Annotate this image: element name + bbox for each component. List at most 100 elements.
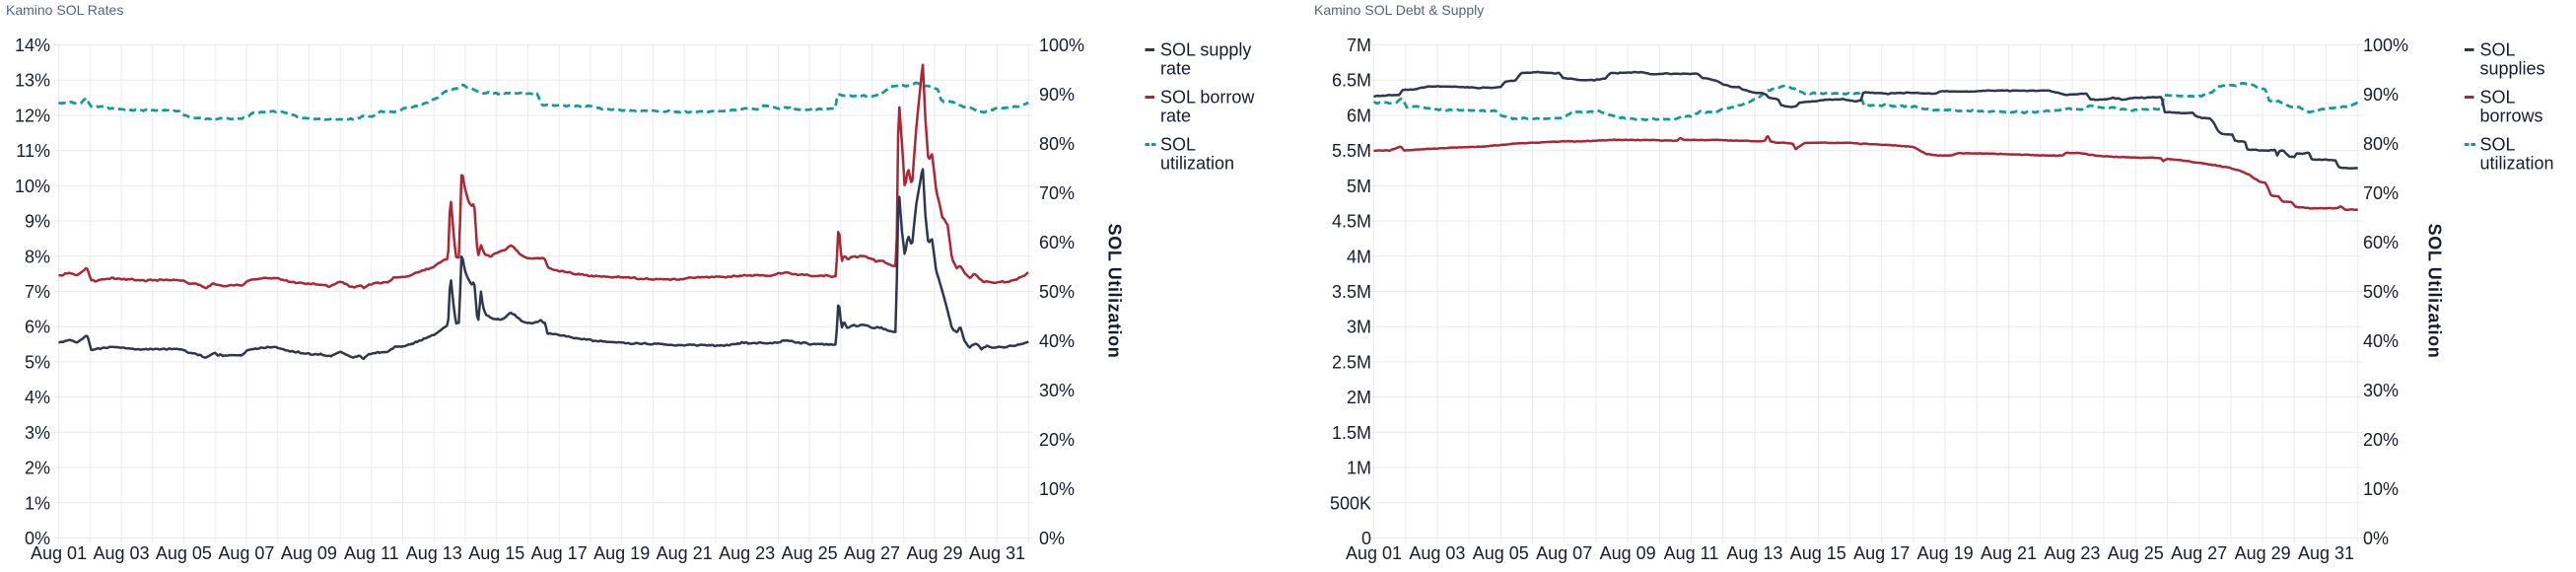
svg-text:Aug 03: Aug 03: [1409, 543, 1465, 563]
svg-text:5%: 5%: [25, 352, 50, 372]
svg-text:50%: 50%: [2363, 282, 2399, 302]
svg-text:utilization: utilization: [2480, 154, 2554, 174]
svg-text:50%: 50%: [1039, 282, 1075, 302]
svg-text:SOL: SOL: [2480, 135, 2516, 155]
svg-text:Aug 17: Aug 17: [531, 543, 588, 563]
svg-text:Aug 23: Aug 23: [2044, 543, 2100, 563]
svg-text:90%: 90%: [2363, 85, 2399, 105]
svg-text:11%: 11%: [16, 141, 50, 161]
svg-text:0%: 0%: [2363, 529, 2389, 548]
svg-text:Aug 25: Aug 25: [2108, 543, 2164, 563]
svg-text:0%: 0%: [25, 529, 50, 548]
svg-text:2.5M: 2.5M: [1332, 352, 1371, 372]
svg-text:100%: 100%: [1039, 36, 1084, 55]
svg-text:60%: 60%: [1039, 233, 1075, 252]
svg-text:Aug 27: Aug 27: [844, 543, 900, 563]
svg-text:Aug 09: Aug 09: [1600, 543, 1656, 563]
svg-text:6%: 6%: [25, 318, 50, 337]
svg-text:Aug 25: Aug 25: [782, 543, 838, 563]
svg-text:Aug 17: Aug 17: [1853, 543, 1910, 563]
svg-text:2%: 2%: [25, 459, 50, 478]
svg-text:13%: 13%: [15, 71, 50, 91]
svg-text:Aug 01: Aug 01: [31, 543, 87, 563]
svg-text:40%: 40%: [1039, 331, 1075, 351]
svg-text:SOL: SOL: [2480, 88, 2516, 107]
svg-text:4M: 4M: [1347, 247, 1371, 266]
svg-text:1.5M: 1.5M: [1332, 423, 1371, 443]
svg-text:3%: 3%: [25, 423, 50, 443]
svg-text:2M: 2M: [1347, 388, 1371, 407]
svg-text:3M: 3M: [1347, 318, 1371, 337]
svg-text:Aug 11: Aug 11: [344, 543, 399, 563]
svg-text:Aug 21: Aug 21: [657, 543, 713, 563]
svg-text:Aug 31: Aug 31: [969, 543, 1025, 563]
svg-text:Aug 07: Aug 07: [218, 543, 274, 563]
svg-text:Aug 15: Aug 15: [468, 543, 524, 563]
svg-text:70%: 70%: [1039, 183, 1075, 203]
svg-text:SOL Utilization: SOL Utilization: [1105, 224, 1125, 359]
svg-text:10%: 10%: [1039, 479, 1075, 499]
svg-text:Aug 05: Aug 05: [1473, 543, 1529, 563]
svg-text:Kamino SOL Rates: Kamino SOL Rates: [6, 2, 123, 18]
svg-text:12%: 12%: [15, 106, 50, 125]
svg-text:1M: 1M: [1347, 459, 1371, 478]
svg-text:Aug 19: Aug 19: [1917, 543, 1974, 563]
svg-text:30%: 30%: [2363, 381, 2399, 400]
svg-text:rate: rate: [1160, 107, 1191, 126]
svg-text:20%: 20%: [1039, 430, 1075, 450]
svg-text:Aug 07: Aug 07: [1536, 543, 1592, 563]
svg-text:rate: rate: [1160, 59, 1191, 79]
svg-text:Aug 01: Aug 01: [1346, 543, 1402, 563]
svg-text:40%: 40%: [2363, 331, 2399, 351]
svg-text:60%: 60%: [2363, 233, 2399, 252]
svg-text:8%: 8%: [25, 247, 50, 266]
svg-text:Aug 29: Aug 29: [906, 543, 962, 563]
svg-text:SOL: SOL: [2480, 40, 2516, 60]
svg-text:100%: 100%: [2363, 36, 2408, 55]
svg-text:6.5M: 6.5M: [1332, 71, 1371, 91]
svg-text:3.5M: 3.5M: [1332, 282, 1371, 302]
svg-text:Aug 05: Aug 05: [156, 543, 212, 563]
svg-text:90%: 90%: [1039, 85, 1075, 105]
svg-text:1%: 1%: [25, 493, 50, 513]
svg-text:SOL Utilization: SOL Utilization: [2425, 224, 2445, 359]
svg-text:6M: 6M: [1347, 106, 1371, 125]
svg-text:Aug 23: Aug 23: [719, 543, 775, 563]
svg-text:supplies: supplies: [2480, 59, 2545, 79]
svg-text:9%: 9%: [25, 212, 50, 232]
svg-text:Aug 11: Aug 11: [1664, 543, 1719, 563]
svg-text:Aug 15: Aug 15: [1790, 543, 1846, 563]
svg-text:80%: 80%: [2363, 134, 2399, 154]
svg-text:Aug 29: Aug 29: [2235, 543, 2291, 563]
svg-text:5M: 5M: [1347, 177, 1371, 196]
svg-text:14%: 14%: [15, 36, 50, 55]
svg-text:SOL: SOL: [1160, 135, 1196, 155]
svg-text:70%: 70%: [2363, 183, 2399, 203]
svg-text:7M: 7M: [1347, 36, 1371, 55]
svg-text:SOL borrow: SOL borrow: [1160, 88, 1255, 107]
svg-text:Aug 21: Aug 21: [1981, 543, 2037, 563]
svg-text:SOL supply: SOL supply: [1160, 40, 1251, 60]
svg-text:Aug 13: Aug 13: [406, 543, 462, 563]
svg-text:5.5M: 5.5M: [1332, 141, 1371, 161]
svg-text:Aug 19: Aug 19: [593, 543, 650, 563]
svg-text:Kamino SOL Debt & Supply: Kamino SOL Debt & Supply: [1314, 2, 1484, 18]
svg-text:Aug 03: Aug 03: [93, 543, 149, 563]
svg-text:utilization: utilization: [1160, 154, 1234, 174]
svg-text:0%: 0%: [1039, 529, 1065, 548]
svg-text:Aug 13: Aug 13: [1726, 543, 1782, 563]
svg-text:borrows: borrows: [2480, 107, 2543, 126]
svg-text:500K: 500K: [1330, 493, 1371, 513]
svg-text:10%: 10%: [15, 177, 50, 196]
svg-text:Aug 09: Aug 09: [281, 543, 337, 563]
svg-text:Aug 27: Aug 27: [2171, 543, 2227, 563]
svg-text:80%: 80%: [1039, 134, 1075, 154]
svg-text:10%: 10%: [2363, 479, 2399, 499]
svg-text:Aug 31: Aug 31: [2298, 543, 2354, 563]
svg-text:30%: 30%: [1039, 381, 1075, 400]
svg-text:0: 0: [1361, 529, 1371, 548]
svg-text:4%: 4%: [25, 388, 50, 407]
svg-text:7%: 7%: [25, 282, 50, 302]
svg-text:20%: 20%: [2363, 430, 2399, 450]
svg-text:4.5M: 4.5M: [1332, 212, 1371, 232]
